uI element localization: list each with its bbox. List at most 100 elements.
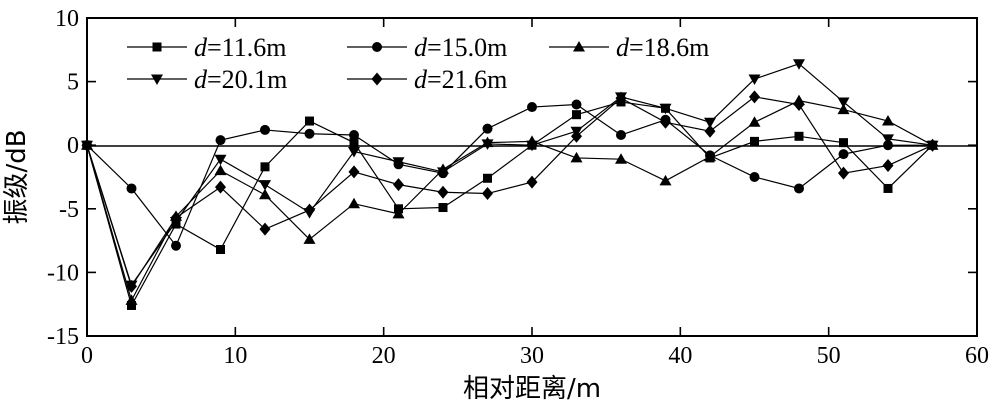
series-5 (81, 90, 938, 293)
data-point (526, 140, 538, 152)
y-tick-label: 5 (67, 70, 79, 96)
data-point (260, 124, 270, 135)
data-point (571, 129, 582, 143)
x-tick-label: 0 (81, 343, 93, 369)
data-point (526, 175, 538, 189)
series-4 (81, 59, 939, 292)
y-tick-label: 10 (55, 6, 79, 32)
data-point (793, 97, 805, 111)
data-point (125, 294, 138, 305)
data-point (750, 136, 759, 146)
data-point (793, 59, 805, 70)
series-line (86, 101, 933, 308)
series-line (86, 63, 933, 287)
data-point (570, 151, 583, 163)
data-point (437, 185, 449, 199)
legend: d=11.6m d=15.0m d=18.6m d=20.1m d=21.6m (127, 33, 709, 94)
x-tick-label: 50 (817, 343, 841, 369)
data-point (660, 115, 671, 129)
data-point (171, 240, 181, 251)
data-point (259, 222, 271, 236)
legend-label: d=20.1m (194, 65, 287, 94)
x-axis-title: 相对距离/m (463, 374, 601, 404)
series-2 (82, 99, 938, 251)
data-point (837, 97, 850, 108)
legend-marker (152, 42, 162, 52)
legend-item: d=21.6m (347, 65, 507, 94)
data-point (882, 115, 894, 126)
legend-item: d=11.6m (127, 33, 286, 62)
data-point (170, 211, 182, 225)
axis-ticks: 0 10 20 30 40 50 60 -15 -10 -5 0 5 10 (47, 6, 989, 369)
series-3 (81, 94, 939, 305)
data-point (749, 90, 760, 104)
data-point (348, 197, 360, 209)
series-layer (81, 59, 939, 310)
x-tick-label: 20 (372, 343, 396, 369)
data-point (883, 140, 893, 151)
data-point (882, 134, 894, 145)
legend-marker (573, 41, 585, 52)
data-point (616, 130, 626, 141)
series-line (86, 103, 933, 247)
series-line (86, 100, 933, 302)
data-point (126, 279, 137, 293)
data-point (437, 167, 449, 178)
data-point (438, 203, 448, 213)
data-point (126, 183, 137, 194)
y-tick-label: 0 (67, 133, 79, 159)
data-point (259, 180, 271, 191)
data-point (704, 117, 716, 129)
data-point (527, 102, 537, 113)
legend-label: d=21.6m (414, 65, 507, 94)
data-point (392, 157, 405, 168)
data-point (482, 123, 493, 134)
legend-item: d=20.1m (127, 65, 287, 94)
x-tick-label: 30 (520, 343, 544, 369)
data-point (748, 116, 761, 127)
data-point (883, 183, 893, 193)
data-point (704, 150, 716, 162)
data-point (659, 174, 672, 186)
data-point (214, 164, 227, 176)
data-point (393, 178, 404, 192)
data-point (482, 187, 493, 201)
legend-marker (371, 72, 383, 86)
data-point (305, 116, 314, 126)
data-point (837, 103, 850, 115)
data-point (215, 135, 226, 146)
data-point (794, 183, 804, 194)
data-point (839, 138, 848, 148)
legend-item: d=15.0m (347, 33, 507, 62)
data-point (481, 139, 494, 150)
data-point (615, 153, 627, 164)
legend-label: d=18.6m (616, 33, 709, 62)
legend-marker (372, 42, 382, 52)
data-point (260, 162, 270, 172)
data-point (748, 74, 761, 86)
data-point (615, 91, 627, 105)
data-point (838, 149, 849, 160)
data-point (838, 166, 849, 180)
legend-label: d=15.0m (414, 33, 507, 62)
series-1 (82, 97, 937, 310)
data-point (349, 138, 359, 148)
x-tick-label: 40 (668, 343, 692, 369)
data-point (794, 131, 804, 141)
x-tick-label: 10 (223, 343, 247, 369)
data-point (303, 233, 316, 244)
data-point (304, 128, 315, 139)
data-point (127, 300, 136, 310)
data-point (571, 99, 582, 110)
data-point (572, 110, 581, 120)
legend-label: d=11.6m (194, 33, 286, 62)
y-tick-label: -5 (59, 197, 79, 223)
data-point (216, 245, 225, 255)
data-point (215, 180, 226, 194)
y-tick-label: -15 (47, 324, 79, 350)
data-point (749, 172, 760, 182)
data-point (659, 103, 672, 115)
data-point (81, 138, 93, 152)
x-tick-label: 60 (965, 343, 989, 369)
data-point (348, 147, 360, 158)
